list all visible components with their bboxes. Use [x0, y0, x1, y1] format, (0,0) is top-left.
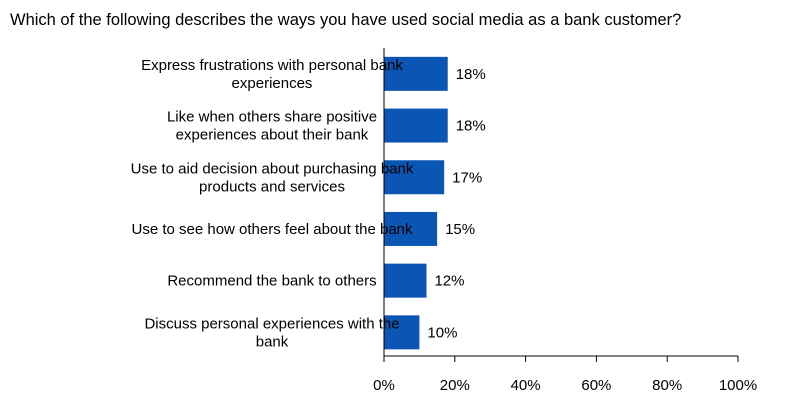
bars-layer — [384, 56, 448, 350]
value-label-4: 15% — [445, 221, 475, 238]
value-label-1: 18% — [456, 66, 486, 83]
chart-title: Which of the following describes the way… — [10, 11, 682, 29]
category-label-5: Recommend the bank to others — [167, 273, 376, 290]
value-label-2: 18% — [456, 118, 486, 135]
bar-6 — [384, 315, 420, 350]
x-tick-label-100: 100% — [719, 377, 757, 394]
x-tick-label-20: 20% — [440, 377, 470, 394]
category-label-2-line-1: Like when others share positive — [167, 109, 377, 126]
bar-4 — [384, 211, 438, 246]
category-label-2-line-2: experiences about their bank — [176, 127, 369, 144]
category-label-3-line-2: products and services — [199, 178, 345, 195]
category-label-1-line-1: Express frustrations with personal bank — [141, 57, 403, 74]
category-labels-layer: Express frustrations with personal banke… — [131, 57, 414, 351]
x-axis: 0% 20% 40% 60% 80% 100% — [373, 48, 757, 394]
category-label-3-line-1: Use to aid decision about purchasing ban… — [131, 160, 414, 177]
value-label-5: 12% — [434, 273, 464, 290]
bar-3 — [384, 160, 445, 195]
bar-2 — [384, 108, 448, 143]
category-label-6-line-1: Discuss personal experiences with the — [144, 315, 399, 332]
x-tick-label-40: 40% — [511, 377, 541, 394]
value-labels-layer: 18% 18% 17% 15% 12% 10% — [427, 66, 485, 342]
x-tick-label-60: 60% — [581, 377, 611, 394]
value-label-6: 10% — [427, 324, 457, 341]
category-label-4: Use to see how others feel about the ban… — [131, 221, 413, 238]
bar-1 — [384, 56, 448, 91]
value-label-3: 17% — [452, 169, 482, 186]
category-label-6-line-2: bank — [256, 333, 289, 350]
bar-5 — [384, 263, 427, 298]
category-label-1-line-2: experiences — [232, 75, 313, 92]
x-tick-label-80: 80% — [652, 377, 682, 394]
x-tick-label-0: 0% — [373, 377, 395, 394]
